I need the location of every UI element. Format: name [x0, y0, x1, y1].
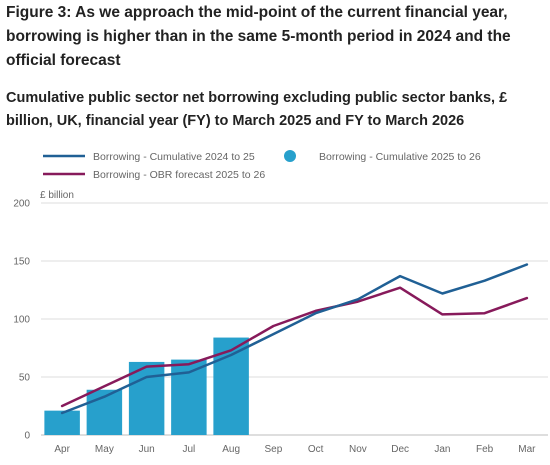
x-tick-label: Jul	[182, 444, 195, 455]
x-axis: Apr May Jun Jul Aug Sep Oct Nov Dec Jan Feb Mar	[54, 444, 536, 455]
legend-label-obr-forecast: Borrowing - OBR forecast 2025 to 26	[93, 169, 265, 181]
x-tick-label: Oct	[308, 444, 324, 455]
legend: Borrowing - Cumulative 2024 to 25 Borrow…	[43, 150, 481, 181]
x-tick-label: Jan	[434, 444, 450, 455]
bar	[213, 337, 249, 435]
legend-swatch-2025-26	[284, 150, 296, 162]
x-tick-label: Mar	[518, 444, 536, 455]
y-tick-label: 0	[24, 431, 30, 442]
y-tick-label: 200	[13, 199, 30, 210]
legend-label-2024-25: Borrowing - Cumulative 2024 to 25	[93, 151, 255, 163]
line-series	[60, 263, 529, 415]
y-tick-label: 100	[13, 315, 30, 326]
x-tick-label: Sep	[264, 444, 282, 455]
x-tick-label: Jun	[139, 444, 155, 455]
x-tick-label: Nov	[349, 444, 367, 455]
bar	[171, 359, 207, 435]
x-tick-label: Apr	[54, 444, 70, 455]
line-obr-forecast	[60, 286, 529, 408]
figure-subtitle: Cumulative public sector net borrowing e…	[6, 90, 508, 129]
y-axis-unit-label: £ billion	[40, 190, 74, 201]
y-axis: 0 50 100 150 200	[13, 199, 30, 442]
figure-title: Figure 3: As we approach the mid-point o…	[6, 4, 511, 69]
x-tick-label: Dec	[391, 444, 409, 455]
line-2024-25	[60, 263, 529, 415]
bars-2025-26	[44, 337, 249, 435]
x-tick-label: Aug	[222, 444, 240, 455]
bar	[128, 361, 165, 435]
bar	[44, 410, 80, 435]
y-tick-label: 150	[13, 257, 30, 268]
legend-label-2025-26: Borrowing - Cumulative 2025 to 26	[319, 151, 481, 163]
x-tick-label: May	[95, 444, 114, 455]
y-tick-label: 50	[19, 373, 31, 384]
x-tick-label: Feb	[476, 444, 494, 455]
